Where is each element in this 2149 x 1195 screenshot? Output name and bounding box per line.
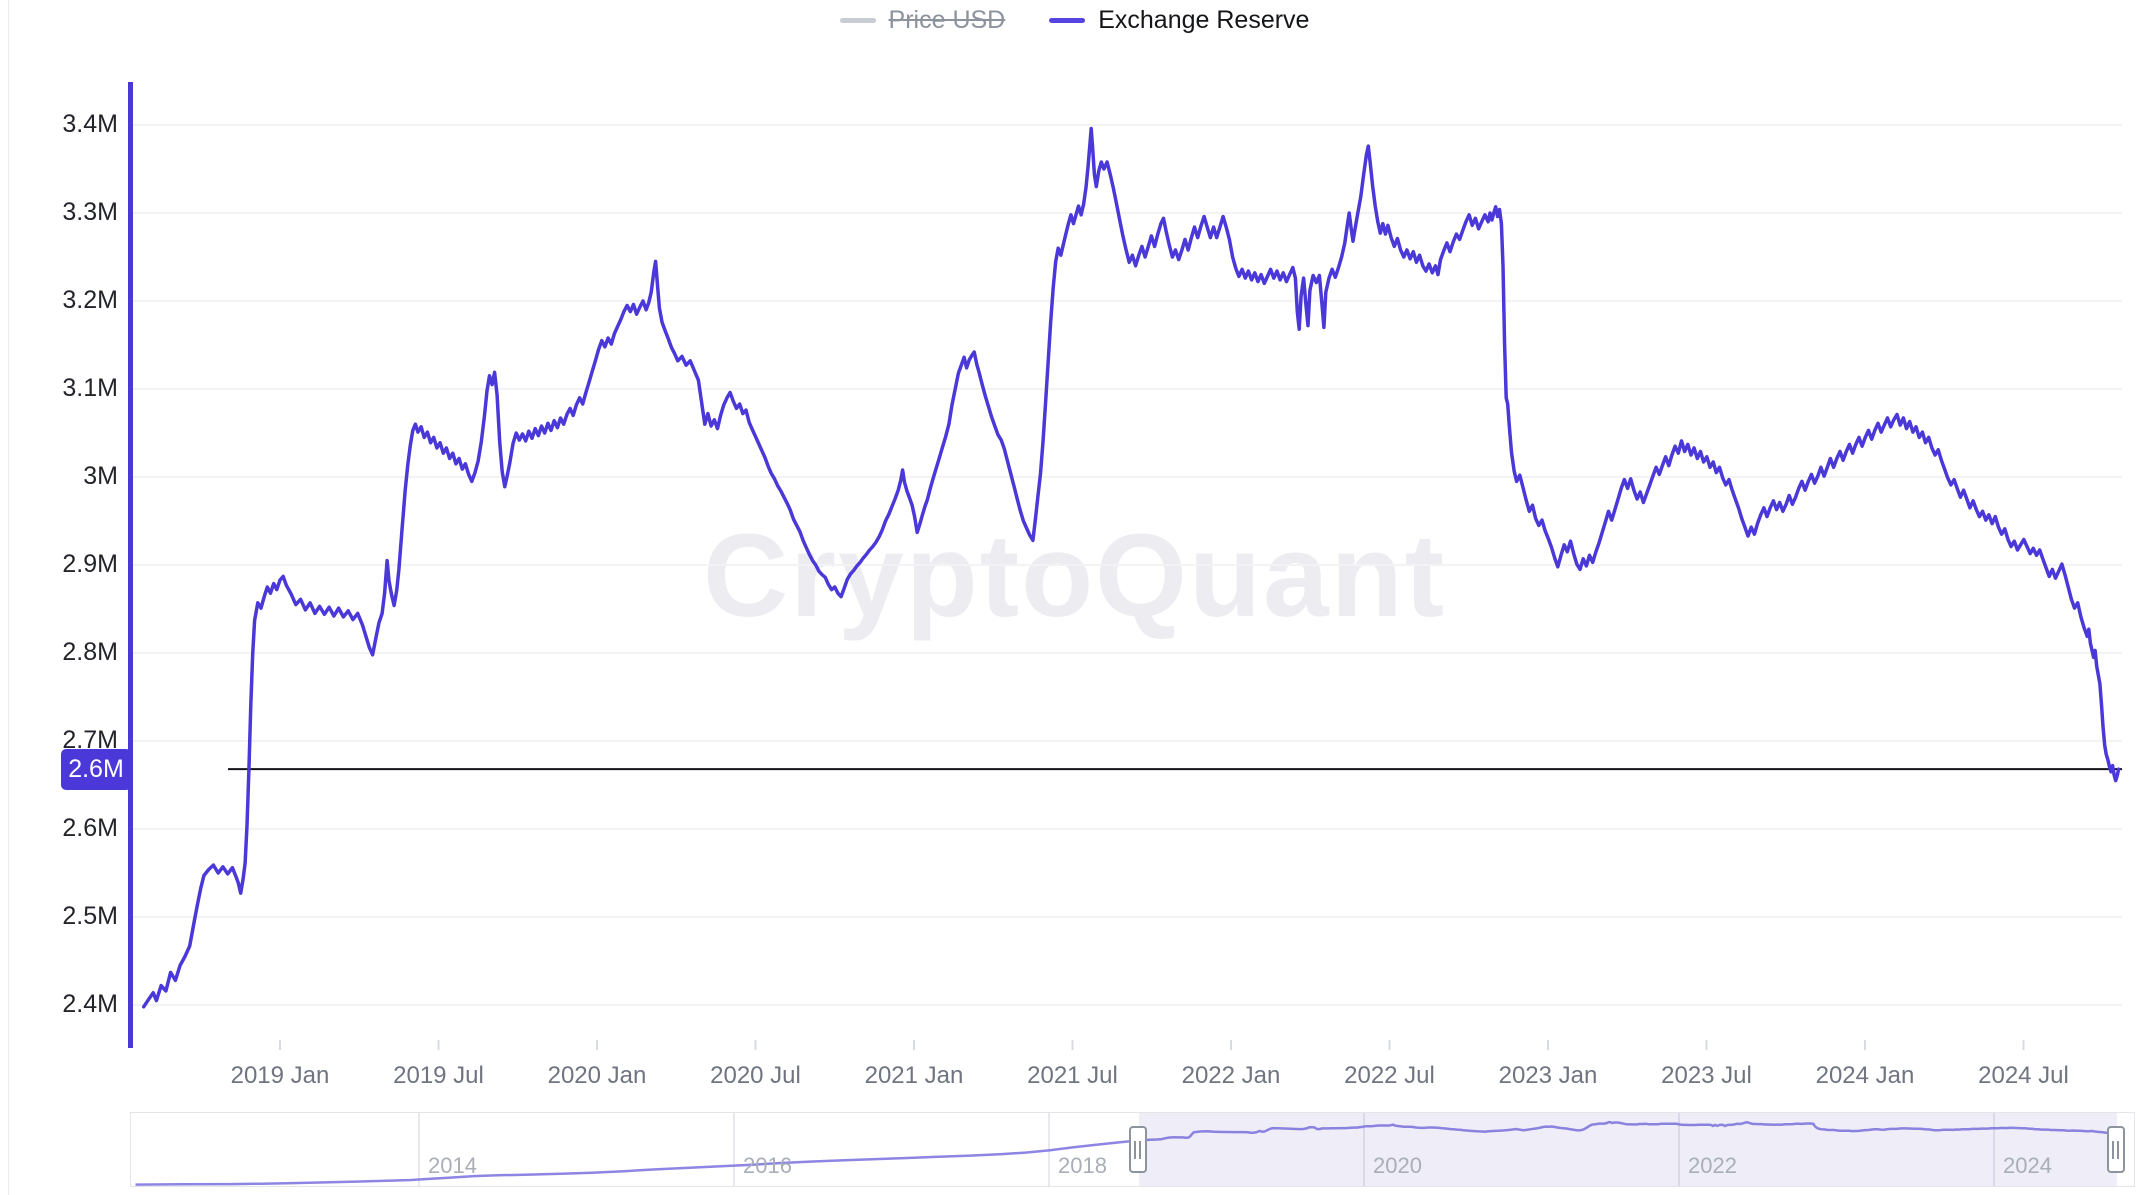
x-axis-label: 2019 Jan (230, 1062, 330, 1089)
x-axis-label: 2023 Jan (1498, 1062, 1598, 1089)
y-axis-label: 2.4M (62, 990, 118, 1018)
current-value-badge: 2.6M (61, 749, 131, 791)
page-left-border (8, 0, 9, 1195)
y-axis-label: 3.2M (62, 286, 118, 314)
y-axis-label: 3.4M (62, 110, 118, 138)
minimap-year-label: 2018 (1058, 1153, 1107, 1178)
exchange-reserve-series-line (141, 126, 2121, 1009)
minimap-canvas[interactable] (131, 1113, 2134, 1186)
minimap-year-label: 2022 (1688, 1153, 1737, 1178)
legend-label-price-usd: Price USD (888, 6, 1006, 34)
x-axis-label: 2020 Jan (547, 1062, 647, 1089)
x-axis-label: 2021 Jul (1027, 1062, 1118, 1089)
main-chart-canvas[interactable] (0, 0, 2149, 1110)
y-axis-label: 3.3M (62, 198, 118, 226)
handle-grip-icon (1134, 1140, 1137, 1159)
exchange-reserve-line-swatch-icon (1049, 18, 1086, 23)
minimap-year-label: 2016 (743, 1153, 792, 1178)
x-axis-label: 2022 Jul (1344, 1062, 1435, 1089)
x-axis-label: 2024 Jan (1815, 1062, 1915, 1089)
y-axis-label: 2.8M (62, 638, 118, 666)
legend-label-exchange-reserve: Exchange Reserve (1098, 6, 1310, 34)
handle-grip-icon (2112, 1140, 2115, 1159)
minimap-series-line (135, 1120, 2120, 1186)
y-axis-label: 2.5M (62, 902, 118, 930)
minimap-year-label: 2020 (1373, 1153, 1422, 1178)
x-axis-label: 2024 Jul (1978, 1062, 2069, 1089)
minimap-year-label: 2024 (2003, 1153, 2052, 1178)
x-axis-label: 2020 Jul (710, 1062, 801, 1089)
minimap-selection[interactable] (1138, 1113, 2117, 1186)
minimap-right-handle[interactable] (2106, 1126, 2125, 1173)
legend-item-price-usd[interactable]: Price USD (839, 6, 1006, 35)
minimap-left-handle[interactable] (1128, 1126, 1147, 1173)
x-axis-label: 2023 Jul (1661, 1062, 1752, 1089)
minimap-year-label: 2014 (428, 1153, 477, 1178)
y-axis-label: 2.9M (62, 550, 118, 578)
y-axis-line (128, 82, 133, 1048)
legend-item-exchange-reserve[interactable]: Exchange Reserve (1049, 6, 1309, 35)
y-axis-label: 3.1M (62, 374, 118, 402)
handle-grip-icon (1139, 1140, 1142, 1159)
y-axis-label: 3M (83, 462, 118, 490)
x-axis-label: 2021 Jan (864, 1062, 964, 1089)
price-usd-line-swatch-icon (839, 18, 876, 23)
watermark: CryptoQuant (702, 510, 1447, 642)
legend: Price USD Exchange Reserve (839, 6, 1309, 35)
handle-grip-icon (2117, 1140, 2120, 1159)
x-axis-label: 2022 Jan (1181, 1062, 1281, 1089)
y-axis-label: 2.6M (62, 814, 118, 842)
x-axis-label: 2019 Jul (393, 1062, 484, 1089)
